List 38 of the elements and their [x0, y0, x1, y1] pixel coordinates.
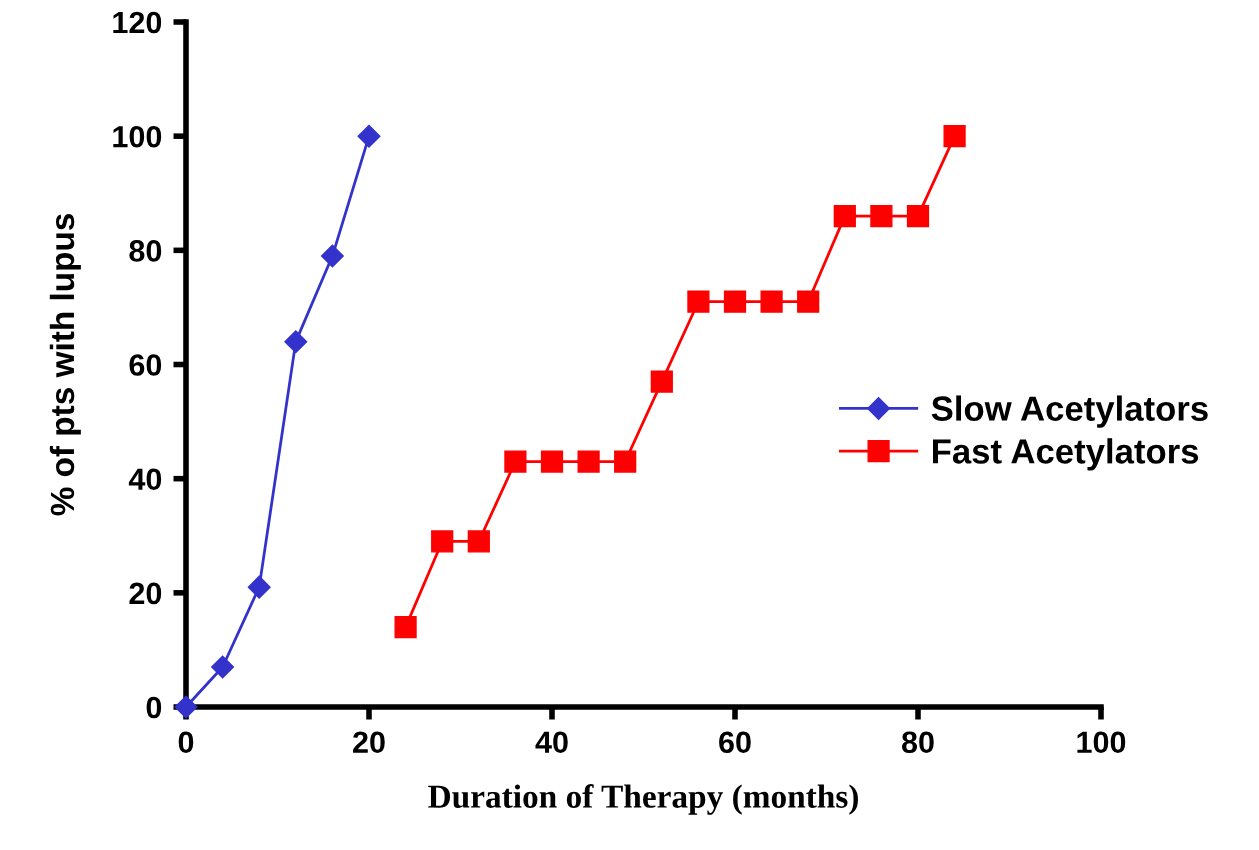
point [760, 290, 783, 313]
y-tick-label: 40 [128, 468, 162, 491]
point [320, 244, 344, 268]
point [247, 575, 271, 599]
y-axis-title: % of pts with lupus [49, 214, 81, 516]
point [504, 450, 527, 473]
legend-label: Fast Acetylators [932, 438, 1199, 471]
x-axis-title: Duration of Therapy (months) [428, 784, 858, 815]
point [431, 530, 454, 553]
point [540, 450, 564, 473]
point [577, 450, 600, 473]
point [687, 290, 710, 313]
point [650, 370, 673, 393]
y-tick-label: 80 [129, 240, 162, 262]
x-tick-label: 80 [901, 731, 934, 754]
x-tick-label: 100 [1077, 731, 1126, 754]
point [211, 655, 235, 679]
point [870, 204, 893, 228]
point [614, 450, 637, 473]
x-tick-label: 20 [353, 731, 385, 754]
y-tick-label: 60 [129, 354, 162, 376]
y-tick-label: 0 [146, 696, 162, 719]
point [833, 204, 856, 228]
point [943, 125, 966, 148]
x-tick-label: 40 [535, 731, 568, 754]
x-tick-label: 60 [719, 731, 751, 754]
point [797, 290, 820, 313]
y-tick-label: 120 [113, 11, 162, 34]
point [284, 330, 308, 354]
legend-label: Slow Acetylators [931, 395, 1208, 428]
point [394, 615, 417, 639]
point [723, 290, 747, 313]
point [357, 124, 381, 148]
y-tick-label: 100 [113, 125, 162, 148]
point [906, 204, 930, 228]
point [467, 530, 490, 553]
x-tick-label: 0 [178, 731, 194, 754]
y-tick-label: 20 [129, 582, 162, 605]
